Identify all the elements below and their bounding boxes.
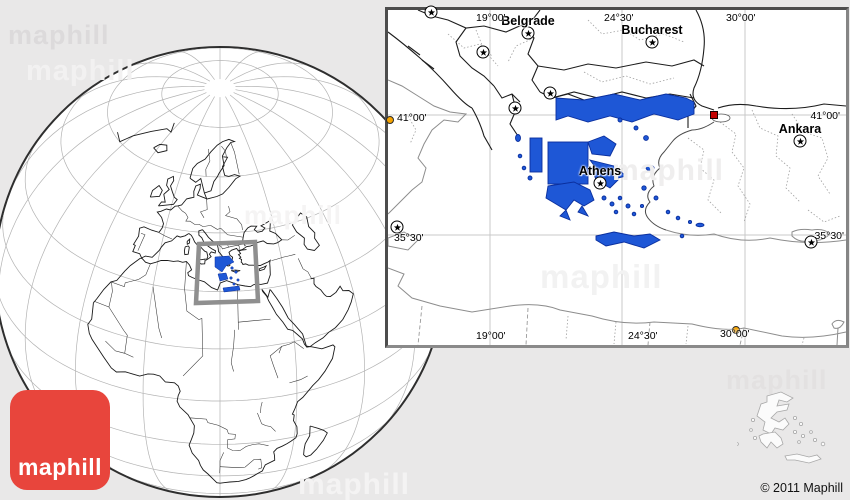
- star-icon: [479, 48, 487, 56]
- greece-highlight: [515, 93, 705, 249]
- star-icon: [524, 29, 532, 37]
- belgrade-label: Belgrade: [501, 14, 555, 28]
- country-borders-black: [388, 10, 846, 151]
- belgrade-marker: [521, 26, 535, 40]
- greece-inset-map: maphill maphill Belgrade Bucharest Athen…: [385, 5, 849, 348]
- bucharest-label: Bucharest: [621, 23, 683, 37]
- coord-label: 24°30': [628, 330, 658, 342]
- city-square-marker: [710, 111, 718, 119]
- star-icon: [427, 8, 435, 16]
- admin-borders-dotted: [407, 19, 841, 345]
- star-icon: [546, 89, 554, 97]
- greece-silhouette: [737, 391, 826, 464]
- town-dot-marker: [386, 116, 394, 124]
- turkey-west-coast: [644, 121, 715, 231]
- coord-label: 30°00': [726, 12, 756, 24]
- ankara-marker: [793, 134, 807, 148]
- star-icon: [511, 104, 519, 112]
- athens-marker: [593, 176, 607, 190]
- star-icon: [807, 238, 815, 246]
- star-icon: [648, 38, 656, 46]
- athens-label: Athens: [578, 164, 622, 178]
- coord-label: 35°30': [394, 232, 424, 244]
- globe-locator-map: [0, 46, 446, 498]
- globe-greece-highlight: [214, 255, 241, 293]
- star-icon: [796, 137, 804, 145]
- capital-star-marker: [476, 45, 490, 59]
- capital-star-marker: [804, 235, 818, 249]
- globe-extent-rectangle: [193, 239, 261, 306]
- capital-star-marker: [543, 86, 557, 100]
- coord-label: 30°00': [720, 328, 750, 340]
- coord-label: 19°00': [476, 12, 506, 24]
- copyright-text: © 2011 Maphill: [760, 481, 843, 495]
- capital-star-marker: [390, 220, 404, 234]
- coord-label: 41°00': [397, 112, 427, 124]
- capital-star-marker: [424, 5, 438, 19]
- maphill-logo[interactable]: maphill: [10, 390, 110, 490]
- coord-label: 41°00': [810, 110, 840, 122]
- maphill-logo-text: maphill: [17, 454, 102, 480]
- capital-star-marker: [508, 101, 522, 115]
- inset-map-canvas: [388, 10, 846, 345]
- town-dot-marker: [732, 326, 740, 334]
- star-icon: [393, 223, 401, 231]
- africa-country-borders: [417, 305, 745, 345]
- bucharest-marker: [645, 35, 659, 49]
- star-icon: [596, 179, 604, 187]
- coord-label: 24°30': [604, 12, 634, 24]
- ankara-label: Ankara: [778, 122, 822, 136]
- coord-label: 19°00': [476, 330, 506, 342]
- coord-label: 35°30': [814, 230, 844, 242]
